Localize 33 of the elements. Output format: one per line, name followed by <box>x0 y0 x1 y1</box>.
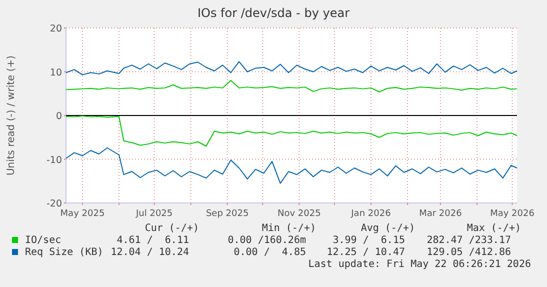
x-tick-label: Sep 2025 <box>206 209 249 219</box>
text: Max (-/+) <box>466 223 521 234</box>
y-tick-label: 0 <box>56 111 62 122</box>
text: 129.05 /412.86 <box>426 247 511 258</box>
text: Avg (-/+) <box>360 223 415 234</box>
line-series <box>66 80 518 92</box>
legend-label: IO/sec <box>25 235 62 246</box>
line-series <box>66 147 518 184</box>
text: Cur (-/+) <box>144 223 199 234</box>
y-axis-title: Units read (-) / write (+) <box>6 55 17 176</box>
text: Last update: Fri May 22 06:26:21 2026 <box>308 259 531 270</box>
text: 282.47 /233.17 <box>426 235 511 246</box>
x-tick-label: May 2025 <box>60 209 105 219</box>
text: 12.04 / 10.24 <box>110 247 189 258</box>
legend-label: Req Size (KB) <box>25 247 104 258</box>
chart-title: IOs for /dev/sda - by year <box>197 6 350 20</box>
y-tick-label: 10 <box>50 67 62 78</box>
y-tick-label: 20 <box>50 24 62 34</box>
y-tick-label: -20 <box>46 198 62 210</box>
line-series <box>66 61 518 76</box>
text: 3.99 / 6.15 <box>332 235 405 246</box>
text: 4.61 / 6.11 <box>116 235 189 246</box>
x-tick-label: Jan 2026 <box>350 209 392 219</box>
line-series <box>66 115 518 147</box>
x-tick-label: Nov 2025 <box>277 209 321 219</box>
text: 12.25 / 10.47 <box>326 247 405 258</box>
text: 0.00 /160.26m <box>228 235 306 246</box>
x-tick-label: Jul 2025 <box>135 209 173 219</box>
text: 0.00 / 4.85 <box>234 247 306 258</box>
text: Min (-/+) <box>262 223 316 234</box>
y-tick-label: -10 <box>46 154 62 166</box>
x-tick-label: May 2026 <box>490 209 535 219</box>
x-tick-label: Mar 2026 <box>419 209 462 219</box>
